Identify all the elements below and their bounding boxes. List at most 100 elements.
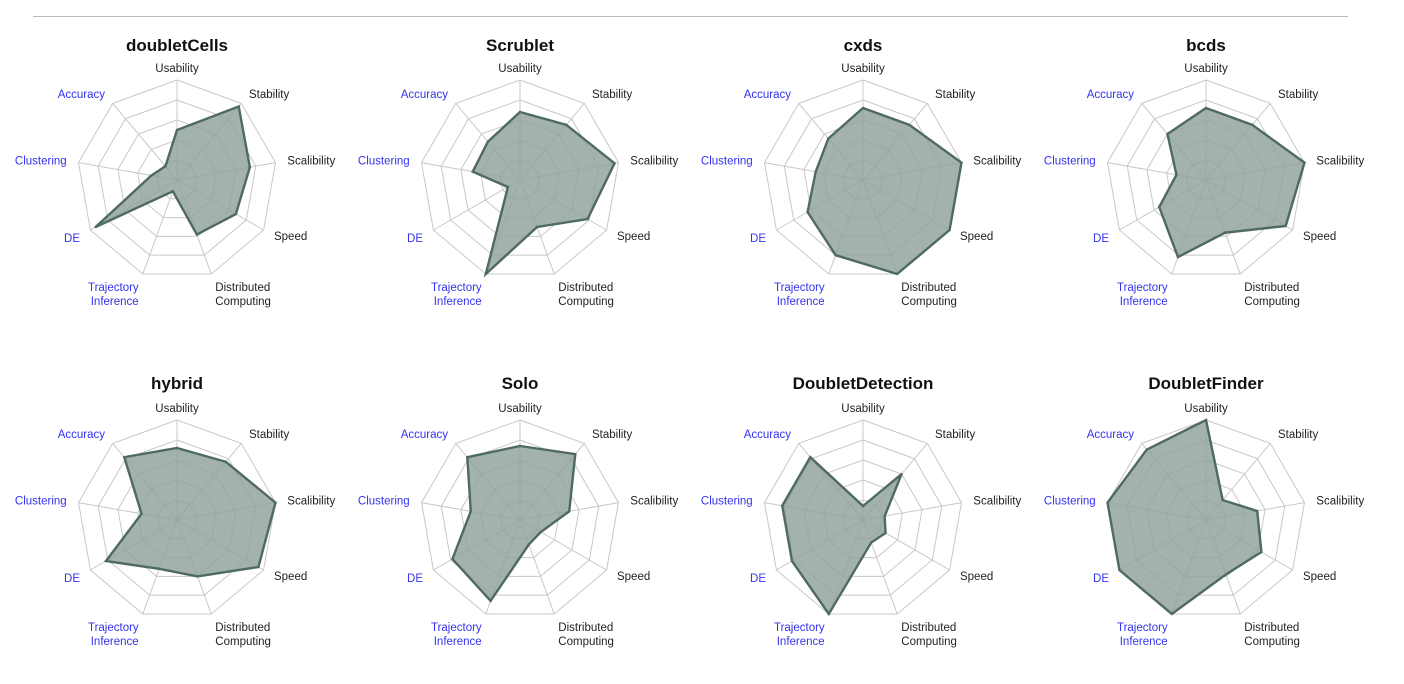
- data-point: [883, 514, 886, 518]
- data-point: [539, 530, 542, 534]
- radar-chart: cxds Usability Stability Scalibility Speed Di…: [701, 36, 1022, 308]
- data-point: [960, 161, 963, 164]
- axis-label: Stability: [1278, 89, 1319, 101]
- axis-label: DE: [1093, 573, 1109, 585]
- radar-chart: hybrid Usability Stability Scalibility Speed…: [15, 374, 336, 648]
- data-point: [1284, 224, 1287, 228]
- axis-label: Stability: [249, 429, 290, 441]
- data-point: [1223, 231, 1227, 234]
- data-point: [613, 162, 616, 165]
- axis-label: Scalibility: [973, 496, 1021, 508]
- data-point: [827, 612, 830, 616]
- axis-label: Accuracy: [744, 429, 792, 441]
- axis-label: Speed: [960, 231, 993, 243]
- data-point: [486, 140, 490, 143]
- axis-label: Clustering: [15, 496, 67, 508]
- data-point: [568, 510, 571, 513]
- score-polygon: [806, 106, 963, 276]
- data-point: [861, 504, 865, 508]
- data-point: [274, 501, 277, 504]
- data-point: [1221, 498, 1224, 502]
- axis-label: Scalibility: [630, 496, 678, 508]
- axis-label: DE: [407, 233, 423, 245]
- axis-label: Speed: [274, 231, 307, 243]
- axis-label: Trajectory Inference: [88, 282, 139, 308]
- data-point: [164, 165, 167, 168]
- data-point: [484, 272, 487, 276]
- axis-label: Scalibility: [287, 156, 335, 168]
- score-polygon: [451, 444, 577, 603]
- axis-label: Clustering: [1044, 156, 1096, 168]
- score-polygon: [780, 455, 903, 617]
- axis-label: Speed: [960, 571, 993, 583]
- data-point: [948, 228, 951, 232]
- radar-chart: Scrublet Usability Stability Scalibility Spe…: [358, 36, 679, 308]
- axis-label: Trajectory Inference: [88, 622, 139, 648]
- grid-ring: [1106, 419, 1306, 615]
- axis-label: Stability: [249, 89, 290, 101]
- axis-label: Distributed Computing: [558, 282, 614, 308]
- axis-label: Accuracy: [401, 89, 449, 101]
- data-point: [489, 599, 492, 603]
- data-point: [781, 504, 784, 507]
- radar-chart: Solo Usability Stability Scalibility Speed Di…: [358, 374, 679, 648]
- data-point: [234, 212, 238, 216]
- score-polygon: [1157, 106, 1306, 259]
- chart-title: DoubletFinder: [1148, 374, 1264, 393]
- axis-label: Usability: [155, 63, 199, 75]
- data-point: [1175, 173, 1178, 176]
- data-point: [870, 541, 873, 544]
- axis-label: Clustering: [358, 496, 410, 508]
- data-point: [1170, 612, 1173, 616]
- data-point: [196, 575, 199, 578]
- data-point: [809, 455, 812, 459]
- data-point: [900, 472, 903, 476]
- data-point: [224, 460, 228, 463]
- data-point: [827, 137, 830, 140]
- axis-label: Trajectory Inference: [431, 282, 482, 308]
- data-point: [518, 444, 522, 448]
- data-point: [94, 225, 97, 229]
- radar-chart: doubletCells Usability Stability Scalibilit…: [15, 36, 336, 308]
- grid-ring: [1106, 79, 1306, 275]
- grid-ring: [77, 419, 277, 615]
- data-point: [237, 105, 240, 108]
- score-polygon: [471, 110, 617, 278]
- data-point: [574, 452, 577, 456]
- data-point: [586, 217, 589, 221]
- axis-label: Scalibility: [1316, 156, 1364, 168]
- axis-label: Scalibility: [287, 496, 335, 508]
- axis-label: Distributed Computing: [1244, 622, 1300, 648]
- data-point: [248, 165, 252, 169]
- axis-label: Clustering: [15, 156, 67, 168]
- score-polygon: [94, 104, 252, 237]
- grid-ring: [763, 79, 963, 275]
- data-point: [535, 225, 539, 229]
- axis-label: Usability: [498, 63, 542, 75]
- axis-label: Distributed Computing: [901, 282, 957, 308]
- axis-label: Speed: [617, 571, 650, 583]
- data-point: [1224, 573, 1228, 576]
- axis-spoke: [142, 179, 178, 275]
- radar-chart: bcds Usability Stability Scalibility Speed Di…: [1044, 36, 1365, 308]
- data-point: [1303, 161, 1306, 164]
- data-point: [506, 185, 510, 189]
- axis-label: Distributed Computing: [558, 622, 614, 648]
- axis-label: DE: [1093, 233, 1109, 245]
- top-divider: [33, 16, 1348, 17]
- data-point: [451, 557, 454, 561]
- axis-label: Clustering: [701, 156, 753, 168]
- score-polygon: [103, 446, 277, 578]
- data-point: [140, 512, 143, 515]
- data-point: [1260, 550, 1263, 554]
- axis-label: Distributed Computing: [1244, 282, 1300, 308]
- data-point: [1204, 106, 1208, 110]
- chart-title: DoubletDetection: [793, 374, 934, 393]
- radar-chart: DoubletDetection Usability Stability Scalib…: [701, 374, 1022, 648]
- axis-label: Usability: [841, 403, 885, 415]
- data-point: [518, 110, 522, 114]
- axis-label: DE: [750, 233, 766, 245]
- data-point: [527, 543, 531, 546]
- grid-ring: [420, 79, 620, 275]
